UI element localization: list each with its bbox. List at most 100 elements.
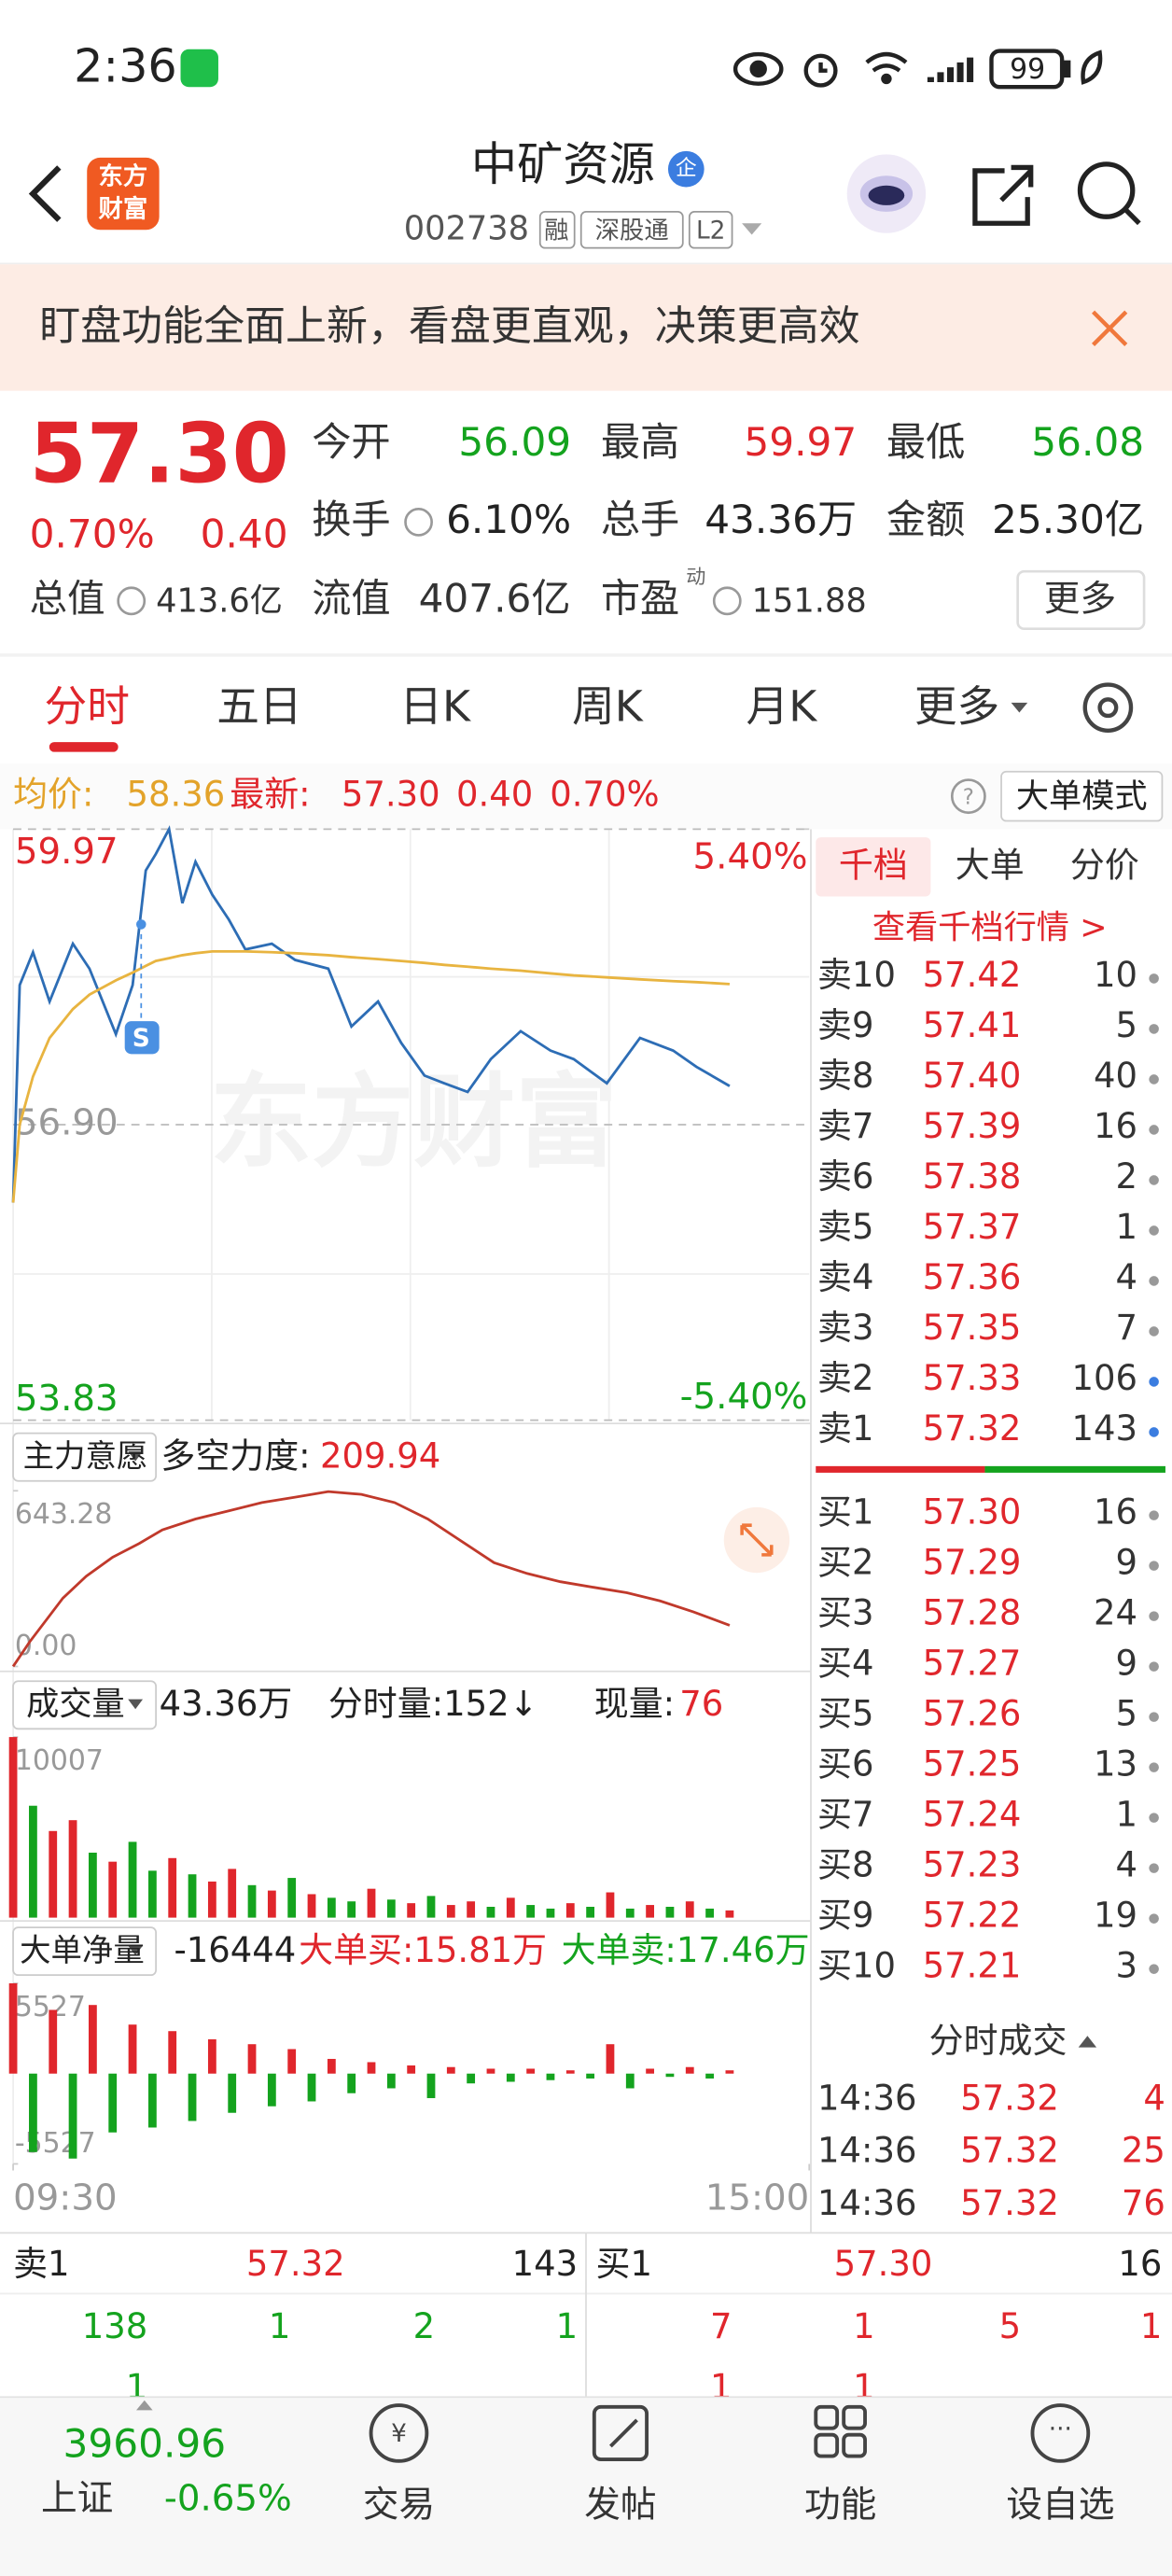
bar xyxy=(586,2073,595,2079)
big-buy: 大单买:15.81万 xyxy=(299,1930,547,1970)
bar xyxy=(228,1869,237,1918)
x-tick-label: 15:00 xyxy=(705,2177,809,2219)
stat-value: 56.09 xyxy=(458,419,571,465)
trade-price: 57.32 xyxy=(960,2078,1059,2118)
tab: 更多 xyxy=(914,681,999,731)
nav-item[interactable]: 设自选 xyxy=(1006,2485,1114,2527)
level-qty: 24 xyxy=(1094,1592,1137,1632)
sub-chart-title: 成交量 xyxy=(26,1686,125,1724)
y-tick-label: 53.83 xyxy=(15,1378,119,1420)
latest-value: 57.30 xyxy=(342,775,440,815)
sub-chart-title: 主力意愿 xyxy=(23,1438,148,1475)
level-label: 卖4 xyxy=(817,1257,873,1297)
bar xyxy=(228,2073,237,2113)
x-tick-label: 09:30 xyxy=(13,2177,118,2219)
level-dot xyxy=(1149,1276,1159,1286)
nav-item[interactable]: 交易 xyxy=(363,2485,435,2527)
bar xyxy=(347,1901,356,1918)
level-qty: 19 xyxy=(1094,1895,1137,1935)
bar xyxy=(49,1830,58,1918)
stat-value: 407.6亿 xyxy=(419,575,571,621)
level-label: 买9 xyxy=(817,1895,873,1935)
level-dot xyxy=(1149,1863,1159,1873)
level-qty: 106 xyxy=(1072,1358,1138,1398)
bar xyxy=(386,1899,396,1918)
tab: 月K xyxy=(746,681,817,731)
stock-tag: L2 xyxy=(696,217,725,245)
indicator-label: 多空力度: xyxy=(160,1436,310,1477)
banner-text: 盯盘功能全面上新，看盘更直观，决策更高效 xyxy=(39,302,859,350)
share-button[interactable] xyxy=(972,164,1034,226)
level-qty: 9 xyxy=(1116,1542,1138,1582)
trade-time: 14:36 xyxy=(817,2078,916,2118)
search-button[interactable] xyxy=(1077,161,1141,226)
trade-price: 57.32 xyxy=(960,2183,1059,2223)
level-label: 买8 xyxy=(817,1844,873,1884)
banner-close[interactable] xyxy=(1092,310,1128,346)
stat-value: 151.88 xyxy=(752,582,867,621)
level-label: 卖6 xyxy=(817,1156,873,1197)
sub-chart-selectors[interactable] xyxy=(12,1432,158,1977)
latest-change: 0.40 xyxy=(456,775,533,815)
level-price: 57.42 xyxy=(923,955,1022,995)
bar xyxy=(8,1737,18,1918)
level-label: 买4 xyxy=(817,1643,873,1683)
watchlist-icon[interactable] xyxy=(1030,2403,1091,2463)
level-dot xyxy=(1149,1175,1159,1185)
bar xyxy=(665,1907,675,1918)
bar xyxy=(705,2073,714,2079)
bar xyxy=(287,1878,297,1918)
bar xyxy=(307,1894,316,1918)
order-tab: 大单 xyxy=(956,845,1025,885)
bar xyxy=(426,1896,436,1918)
bar xyxy=(88,1852,97,1918)
function-icon[interactable] xyxy=(814,2404,867,2458)
level-dot xyxy=(1149,973,1159,984)
nav-item[interactable]: 发帖 xyxy=(584,2485,656,2527)
bar xyxy=(88,2005,97,2074)
level-label: 卖10 xyxy=(817,955,896,995)
settings-button[interactable] xyxy=(1082,682,1134,733)
stat-label: 最高 xyxy=(601,419,679,465)
level-label: 卖1 xyxy=(817,1408,873,1449)
back-button[interactable] xyxy=(28,165,62,222)
net-flow: -16444 xyxy=(174,1930,296,1970)
stat-label: 总手 xyxy=(601,497,679,542)
bar xyxy=(625,1908,635,1918)
order-tab-active[interactable] xyxy=(816,837,931,897)
watermark: 东方财富 xyxy=(210,1063,617,1182)
more-button[interactable] xyxy=(1016,569,1146,631)
y-tick-label: 643.28 xyxy=(15,1498,113,1531)
annotation-label: S xyxy=(133,1025,150,1053)
trade-qty: 4 xyxy=(1143,2078,1165,2118)
trade-price: 57.32 xyxy=(960,2131,1059,2171)
post-icon[interactable] xyxy=(592,2404,649,2462)
y-tick-label: 0.00 xyxy=(15,1630,77,1662)
level-price: 57.30 xyxy=(923,1491,1022,1532)
bar xyxy=(327,2058,336,2074)
nav-item[interactable]: 功能 xyxy=(804,2485,876,2527)
level-price: 57.35 xyxy=(923,1308,1022,1348)
logo-text: 财富 xyxy=(99,195,148,224)
avg-value: 58.36 xyxy=(126,775,225,815)
level-qty: 3 xyxy=(1116,1945,1138,1985)
table-label: 买1 xyxy=(596,2244,652,2284)
level-price: 57.21 xyxy=(923,1945,1022,1985)
bar xyxy=(168,1857,177,1918)
bar xyxy=(327,1897,336,1918)
table-cell: 138 xyxy=(82,2306,148,2346)
trade-icon[interactable] xyxy=(369,2403,429,2463)
mode-button-label: 大单模式 xyxy=(1016,777,1148,816)
level-price: 57.33 xyxy=(923,1358,1022,1398)
level-dot xyxy=(1149,1661,1159,1672)
table-cell: 2 xyxy=(413,2306,436,2346)
level-qty: 40 xyxy=(1094,1056,1137,1096)
help-icon[interactable] xyxy=(950,778,986,815)
order-tab: 分价 xyxy=(1070,845,1139,885)
bar xyxy=(546,1908,555,1918)
current-volume: 76 xyxy=(679,1684,723,1724)
mode-button[interactable] xyxy=(1000,770,1164,822)
indicator-value: 209.94 xyxy=(320,1436,440,1477)
